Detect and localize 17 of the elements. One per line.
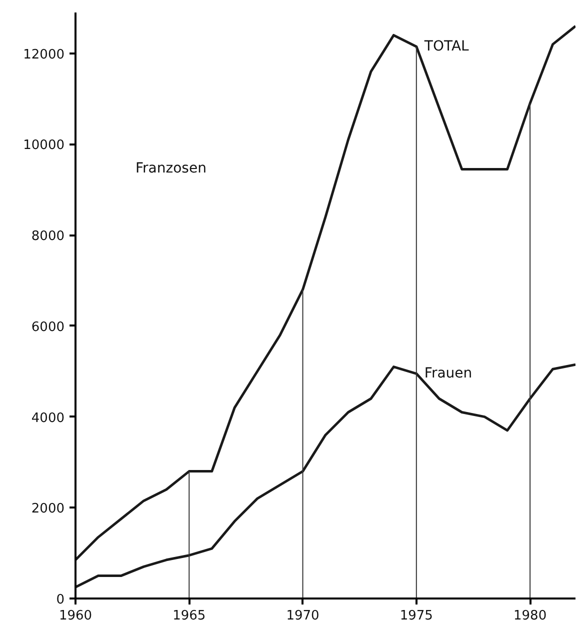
x-tick-label: 1965 <box>172 608 206 624</box>
x-tick-label: 1975 <box>400 608 433 624</box>
x-tick-label: 1960 <box>58 608 92 624</box>
y-tick-label: 12000 <box>23 47 65 62</box>
y-tick-label: 10000 <box>23 138 65 154</box>
line-series <box>76 363 576 588</box>
line-series <box>76 24 576 562</box>
x-tick-label: 1980 <box>514 608 547 624</box>
y-tick-label: 4000 <box>31 410 65 426</box>
x-tick-label: 1970 <box>286 608 320 624</box>
series-label: Frauen <box>424 366 472 382</box>
y-tick-label: 2000 <box>31 502 65 517</box>
series-label: TOTAL <box>423 38 470 55</box>
y-tick-label: 0 <box>56 592 65 608</box>
y-tick-label: 6000 <box>31 320 65 335</box>
y-tick-label: 8000 <box>31 229 65 244</box>
annotation: Franzosen <box>136 160 206 177</box>
